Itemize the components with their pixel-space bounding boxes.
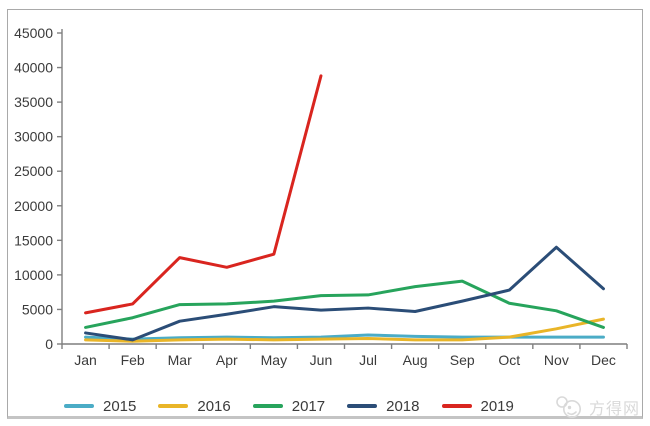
x-tick-label: Mar [168,352,192,368]
y-tick-label: 25000 [14,163,53,179]
x-tick-label: Jun [310,352,333,368]
watermark-face-icon [556,396,581,418]
x-tick-label: Nov [544,352,569,368]
legend-item-2018: 2018 [347,397,420,415]
watermark: 方得网 [555,395,640,419]
legend-label: 2015 [103,397,137,415]
legend-label: 2019 [480,397,514,415]
legend-swatch-2015 [64,404,94,408]
legend-item-2017: 2017 [252,397,326,415]
y-tick-label: 5000 [22,301,53,317]
x-tick-label: Dec [591,352,616,368]
series-line-2016 [84,317,605,343]
y-tick-label: 45000 [14,25,53,41]
legend-item-2015: 2015 [64,398,136,415]
y-tick-label: 30000 [14,129,53,145]
x-tick-label: Aug [403,352,428,368]
x-tick-label: May [261,352,287,368]
legend-swatch-2019 [441,404,472,408]
chart-frame [7,9,643,419]
legend-label: 2018 [386,397,420,415]
x-tick-label: Jul [359,352,377,368]
x-tick-label: Apr [216,352,238,368]
legend-swatch-2016 [158,404,189,408]
y-tick-label: 40000 [14,60,53,76]
legend-label: 2017 [291,397,326,415]
y-tick-label: 0 [45,336,53,352]
x-tick-label: Feb [121,352,145,368]
series-line-2018 [84,245,605,342]
chart-legend: 2015 2016 2017 2018 2019 [64,394,514,418]
watermark-text: 方得网 [588,401,640,418]
legend-swatch-2017 [252,404,283,408]
series-line-2017 [84,279,605,329]
legend-item-2019: 2019 [441,397,514,415]
y-tick-label: 10000 [14,267,53,283]
x-tick-label: Oct [498,352,520,368]
legend-swatch-2018 [347,404,378,408]
x-tick-label: Sep [450,352,475,368]
series-line-2019 [84,74,323,315]
y-tick-label: 20000 [14,198,53,214]
y-tick-label: 35000 [14,94,53,110]
legend-label: 2016 [197,397,231,415]
legend-item-2016: 2016 [158,397,231,415]
x-tick-label: Jan [74,352,97,368]
y-tick-label: 15000 [14,232,53,248]
